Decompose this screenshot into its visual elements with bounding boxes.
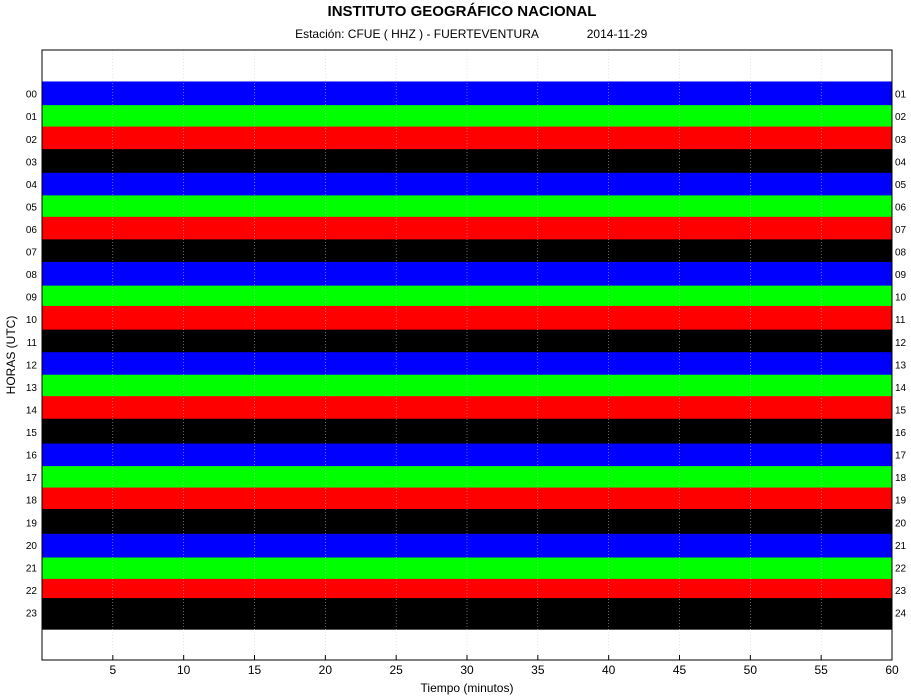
row-label-right: 19 xyxy=(895,496,907,507)
row-label-right: 18 xyxy=(895,473,907,484)
x-tick-label: 20 xyxy=(319,663,333,677)
row-label-right: 02 xyxy=(895,112,907,123)
x-tick-label: 15 xyxy=(248,663,262,677)
row-label-left: 22 xyxy=(26,586,38,597)
plot-area xyxy=(42,50,893,660)
x-tick-label: 25 xyxy=(389,663,403,677)
trace xyxy=(42,466,892,491)
row-label-left: 07 xyxy=(26,248,38,259)
row-label-left: 10 xyxy=(26,315,38,326)
row-label-left: 03 xyxy=(26,157,38,168)
row-label-right: 11 xyxy=(895,315,906,326)
row-label-right: 24 xyxy=(895,609,907,620)
row-label-left: 20 xyxy=(26,541,38,552)
row-label-left: 09 xyxy=(26,293,38,304)
row-label-left: 19 xyxy=(26,518,38,529)
row-label-right: 13 xyxy=(895,360,907,371)
row-label-left: 23 xyxy=(26,609,38,620)
row-label-left: 16 xyxy=(26,451,38,462)
row-label-left: 02 xyxy=(26,135,38,146)
row-label-left: 05 xyxy=(26,202,38,213)
row-label-right: 14 xyxy=(895,383,907,394)
row-label-right: 22 xyxy=(895,563,907,574)
x-tick-label: 50 xyxy=(744,663,758,677)
row-label-right: 17 xyxy=(895,451,907,462)
y-axis-label: HORAS (UTC) xyxy=(4,316,18,395)
row-label-left: 12 xyxy=(26,360,38,371)
row-label-right: 01 xyxy=(895,90,907,101)
x-tick-label: 10 xyxy=(177,663,191,677)
x-tick-label: 40 xyxy=(602,663,616,677)
station: Estación: CFUE ( HHZ ) - FUERTEVENTURA xyxy=(295,27,539,41)
row-label-left: 17 xyxy=(26,473,38,484)
row-label-left: 00 xyxy=(26,90,38,101)
row-label-right: 03 xyxy=(895,135,907,146)
row-label-right: 05 xyxy=(895,180,907,191)
x-tick-label: 35 xyxy=(531,663,545,677)
row-label-right: 21 xyxy=(895,541,907,552)
row-label-left: 15 xyxy=(26,428,38,439)
x-tick-label: 60 xyxy=(885,663,899,677)
row-label-left: 21 xyxy=(26,563,38,574)
row-label-left: 13 xyxy=(26,383,38,394)
row-label-right: 16 xyxy=(895,428,907,439)
x-tick-label: 55 xyxy=(814,663,828,677)
row-label-right: 12 xyxy=(895,338,907,349)
row-label-right: 09 xyxy=(895,270,907,281)
row-label-left: 04 xyxy=(26,180,38,191)
x-tick-label: 30 xyxy=(460,663,474,677)
row-label-right: 04 xyxy=(895,157,907,168)
row-label-right: 20 xyxy=(895,518,907,529)
row-label-left: 06 xyxy=(26,225,38,236)
chart-title: INSTITUTO GEOGRÁFICO NACIONAL xyxy=(328,3,597,20)
row-label-right: 06 xyxy=(895,202,907,213)
row-label-right: 15 xyxy=(895,405,907,416)
trace xyxy=(42,598,892,630)
trace xyxy=(42,105,892,130)
row-label-right: 23 xyxy=(895,586,907,597)
trace xyxy=(42,149,892,177)
row-label-right: 08 xyxy=(895,248,907,259)
row-label-left: 18 xyxy=(26,496,38,507)
x-tick-label: 45 xyxy=(673,663,687,677)
date: 2014-11-29 xyxy=(587,27,648,41)
row-label-left: 11 xyxy=(27,338,38,349)
row-label-left: 01 xyxy=(26,112,38,123)
x-axis-label: Tiempo (minutos) xyxy=(421,681,514,695)
row-label-left: 14 xyxy=(26,405,38,416)
row-label-right: 07 xyxy=(895,225,907,236)
trace xyxy=(42,195,892,221)
row-label-right: 10 xyxy=(895,293,907,304)
x-tick-label: 5 xyxy=(109,663,116,677)
row-label-left: 08 xyxy=(26,270,38,281)
